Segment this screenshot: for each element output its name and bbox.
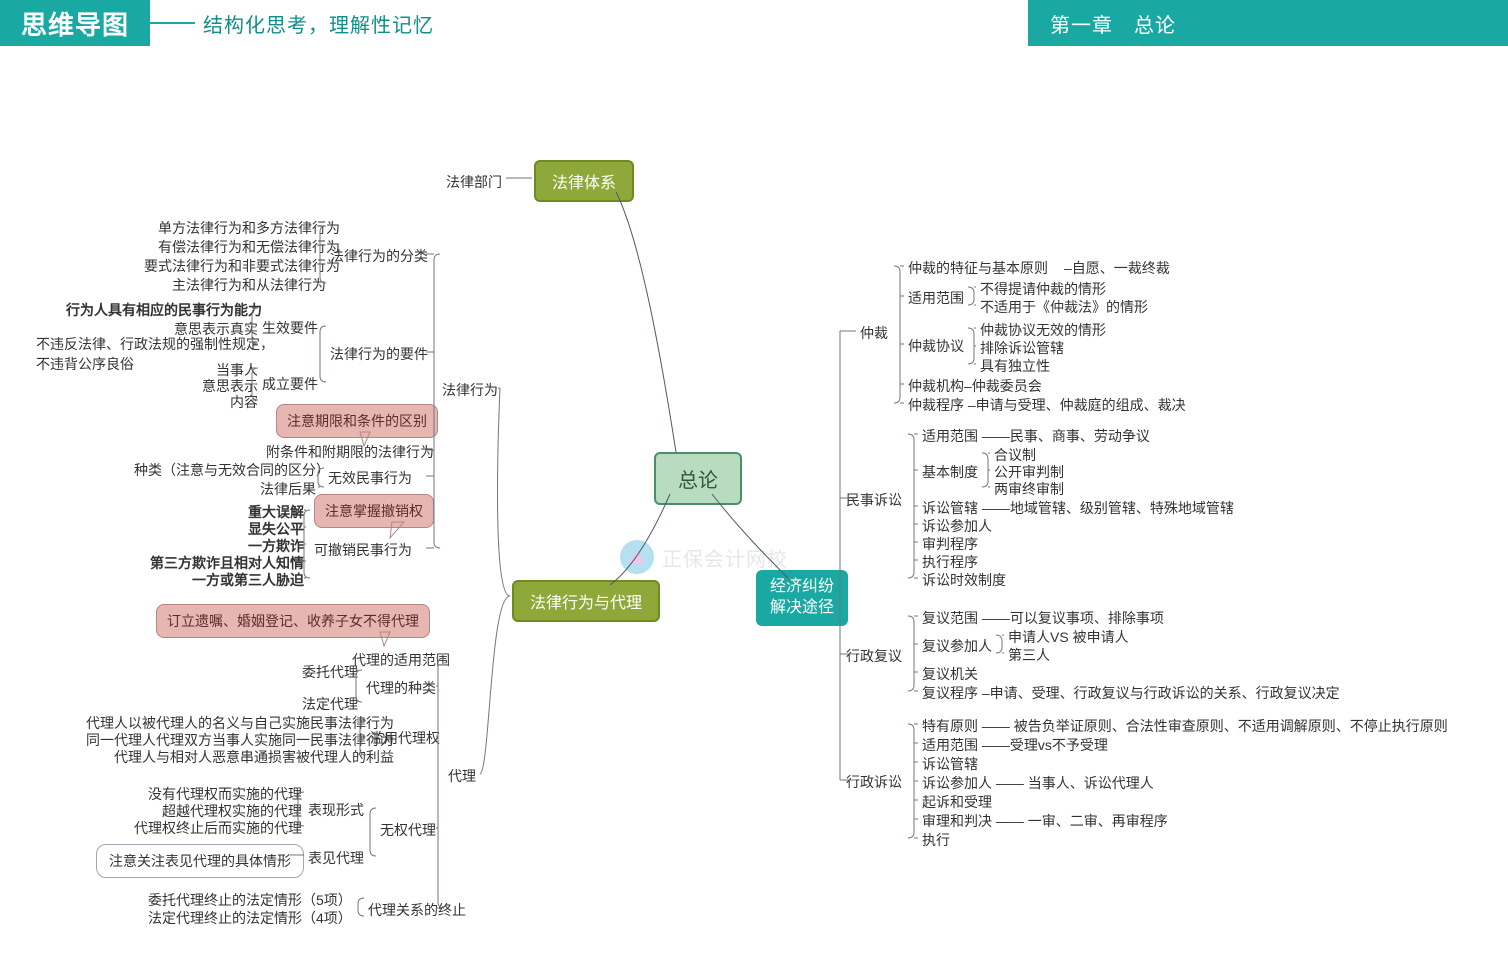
lbl-cat: 法律行为的分类	[330, 246, 428, 266]
lbl-ag-k2: 法定代理	[302, 694, 358, 714]
lbl-end1: 委托代理终止的法定情形（5项）	[148, 890, 352, 910]
lbl-arb2b: 不适用于《仲裁法》的情形	[980, 297, 1148, 317]
lbl-adm7: 执行	[922, 830, 950, 850]
lbl-v1: 行为人具有相应的民事行为能力	[66, 300, 262, 320]
lbl-law-dept: 法律部门	[446, 172, 502, 192]
lbl-adr1: 复议范围 ——可以复议事项、排除事项	[922, 608, 1164, 628]
node-economic-dispute: 经济纠纷解决途径	[756, 570, 848, 626]
callout-revoke-right: 注意掌握撤销权	[314, 494, 434, 528]
lbl-adm1: 特有原则 —— 被告负举证原则、合法性审查原则、不适用调解原则、不停止执行原则	[922, 716, 1448, 736]
lbl-arb3: 仲裁协议	[908, 336, 964, 356]
note-apparent-agency: 注意关注表见代理的具体情形	[96, 844, 304, 878]
chapter-title: 第一章 总论	[1050, 9, 1176, 38]
lbl-ab3: 代理人与相对人恶意串通损害被代理人的利益	[114, 747, 394, 767]
lbl-adr3: 复议机关	[922, 664, 978, 684]
lbl-agency: 代理	[448, 766, 476, 786]
node-law-action-agency: 法律行为与代理	[512, 580, 660, 622]
lbl-cat2: 有偿法律行为和无偿法律行为	[158, 237, 340, 257]
lbl-civ1: 适用范围 ——民事、商事、劳动争议	[922, 426, 1150, 446]
header-subtitle: 结构化思考，理解性记忆	[203, 9, 434, 38]
lbl-end2: 法定代理终止的法定情形（4项）	[148, 908, 352, 928]
lbl-adm6: 审理和判决 —— 一审、二审、再审程序	[922, 811, 1168, 831]
lbl-adr2a: 申请人VS 被申请人	[1008, 627, 1129, 647]
lbl-cat4: 主法律行为和从法律行为	[172, 275, 326, 295]
lbl-arb1: 仲裁的特征与基本原则	[908, 258, 1048, 278]
lbl-adm: 行政诉讼	[846, 772, 902, 792]
header-right: 第一章 总论	[1028, 0, 1508, 46]
lbl-civ4: 诉讼参加人	[922, 516, 992, 536]
lbl-arb4: 仲裁机构–仲裁委员会	[908, 376, 1042, 396]
watermark-icon	[620, 540, 654, 574]
lbl-civ2c: 两审终审制	[994, 479, 1064, 499]
lbl-elem: 法律行为的要件	[330, 344, 428, 364]
lbl-arb1d: –自愿、一裁终裁	[1064, 258, 1170, 278]
lbl-apparent: 表见代理	[308, 848, 364, 868]
lbl-civ5: 审判程序	[922, 534, 978, 554]
lbl-ag-kind: 代理的种类	[366, 678, 436, 698]
watermark-text: 正保会计网校	[662, 543, 788, 572]
node-law-system: 法律体系	[534, 160, 634, 202]
lbl-arb2a: 不得提请仲裁的情形	[980, 279, 1106, 299]
lbl-cat1: 单方法律行为和多方法律行为	[158, 218, 340, 238]
node-root: 总论	[654, 452, 742, 505]
lbl-cond: 附条件和附期限的法律行为	[266, 442, 434, 462]
lbl-civ3: 诉讼管辖 ——地域管辖、级别管辖、特殊地域管辖	[922, 498, 1234, 518]
lbl-adr2b: 第三人	[1008, 645, 1050, 665]
lbl-adr: 行政复议	[846, 646, 902, 666]
lbl-adr2: 复议参加人	[922, 636, 992, 656]
lbl-arb2: 适用范围	[908, 288, 964, 308]
lbl-inv1: 种类（注意与无效合同的区分）	[134, 460, 330, 480]
header-sub: 结构化思考，理解性记忆	[150, 0, 434, 46]
callout-condition-period: 注意期限和条件的区别	[276, 404, 438, 438]
lbl-adm5: 起诉和受理	[922, 792, 992, 812]
header-sub-line	[150, 22, 195, 24]
lbl-adr4: 复议程序 –申请、受理、行政复议与行政诉讼的关系、行政复议决定	[922, 683, 1340, 703]
lbl-civ7: 诉讼时效制度	[922, 570, 1006, 590]
lbl-revoke: 可撤销民事行为	[314, 540, 412, 560]
lbl-civ: 民事诉讼	[846, 490, 902, 510]
lbl-arb3a: 仲裁协议无效的情形	[980, 320, 1106, 340]
lbl-arb3c: 具有独立性	[980, 356, 1050, 376]
lbl-adm4: 诉讼参加人 —— 当事人、诉讼代理人	[922, 773, 1154, 793]
lbl-nf3: 代理权终止后而实施的代理	[134, 818, 302, 838]
callout-cannot-delegate: 订立遗嘱、婚姻登记、收养子女不得代理	[156, 604, 430, 638]
lbl-arb: 仲裁	[860, 323, 888, 343]
lbl-r5: 一方或第三人胁迫	[192, 570, 304, 590]
lbl-ag-none: 无权代理	[380, 820, 436, 840]
lbl-arb5: 仲裁程序 –申请与受理、仲裁庭的组成、裁决	[908, 395, 1186, 415]
lbl-invalid: 无效民事行为	[328, 468, 412, 488]
lbl-adm3: 诉讼管辖	[922, 754, 978, 774]
lbl-law-behavior: 法律行为	[442, 380, 498, 400]
lbl-civ2: 基本制度	[922, 462, 978, 482]
lbl-ag-scope: 代理的适用范围	[352, 650, 450, 670]
header-title: 思维导图	[21, 5, 129, 42]
lbl-adm2: 适用范围 ——受理vs不予受理	[922, 735, 1108, 755]
lbl-civ6: 执行程序	[922, 552, 978, 572]
lbl-form: 成立要件	[262, 374, 318, 394]
lbl-nf: 表现形式	[308, 800, 364, 820]
lbl-inv2: 法律后果	[260, 479, 316, 499]
lbl-f3: 内容	[230, 392, 258, 412]
lbl-ag-end: 代理关系的终止	[368, 900, 466, 920]
lbl-cat3: 要式法律行为和非要式法律行为	[144, 256, 340, 276]
header-left: 思维导图	[0, 0, 150, 46]
watermark: 正保会计网校	[620, 540, 788, 574]
lbl-arb3b: 排除诉讼管辖	[980, 338, 1064, 358]
lbl-ag-k1: 委托代理	[302, 662, 358, 682]
